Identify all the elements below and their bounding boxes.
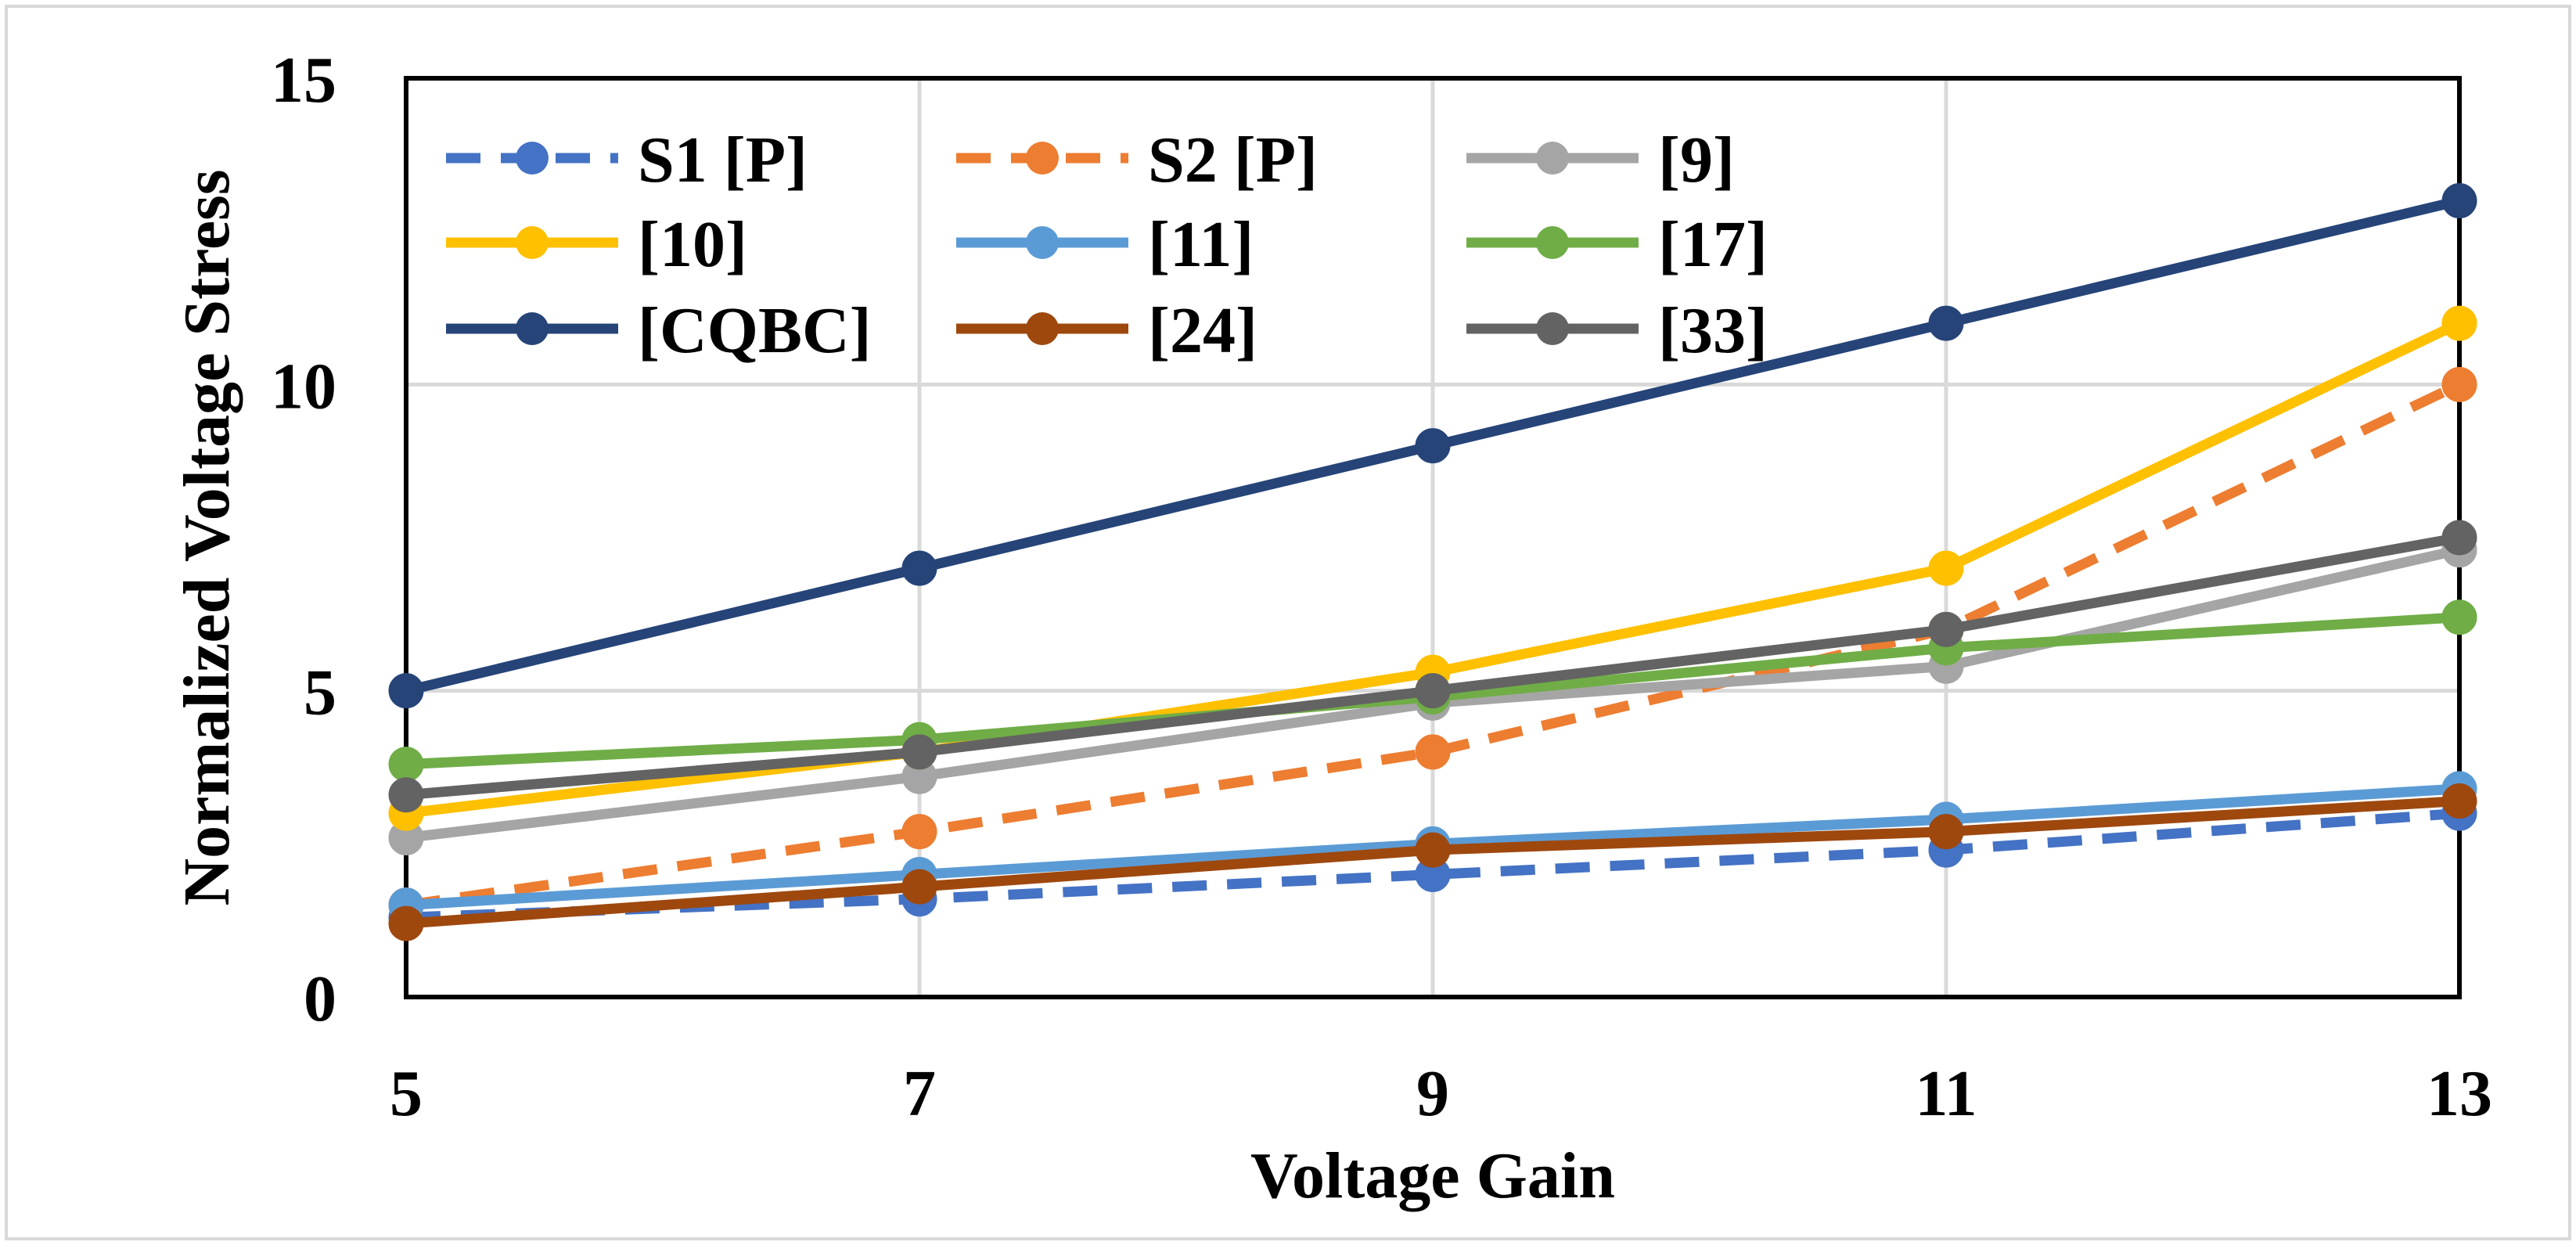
legend-label: [11] [1148, 208, 1254, 281]
data-point [1415, 673, 1451, 709]
y-tick-label: 0 [304, 963, 336, 1035]
data-point [2441, 366, 2477, 402]
legend-marker [1026, 142, 1059, 175]
data-point [2441, 183, 2477, 219]
y-axis-label: Normalized Voltage Stress [171, 169, 243, 905]
legend: S1 [P] S2 [P] [9] [10] [11] [17] [CQBC] [24] [33… [446, 124, 1768, 367]
legend-marker [1026, 312, 1059, 345]
series-line-s2-p [405, 380, 2462, 911]
series-24 [388, 783, 2477, 941]
x-tick-label: 7 [903, 1057, 936, 1130]
legend-item-17: [17] [1466, 208, 1768, 281]
x-tick-label: 13 [2427, 1057, 2492, 1130]
data-point [1415, 832, 1451, 868]
data-point [388, 905, 424, 941]
y-tick-label: 10 [271, 350, 336, 423]
data-point [1928, 814, 1964, 850]
series-cqbc [388, 183, 2477, 709]
data-point [1928, 305, 1964, 341]
legend-marker [1026, 226, 1059, 259]
data-point [1415, 428, 1451, 464]
data-point [1415, 734, 1451, 770]
legend-item-11: [11] [956, 208, 1254, 281]
data-point [2441, 520, 2477, 556]
legend-label: S2 [P] [1148, 124, 1318, 196]
y-tick-label: 15 [271, 44, 336, 117]
legend-item-cqbc: [CQBC] [446, 294, 872, 367]
legend-item-33: [33] [1466, 294, 1768, 367]
x-tick-label: 11 [1915, 1057, 1977, 1130]
data-point [388, 747, 424, 783]
legend-marker [1536, 312, 1569, 345]
data-point [2441, 305, 2477, 341]
legend-item-10: [10] [446, 208, 747, 281]
data-point [2441, 783, 2477, 819]
legend-label: [9] [1658, 124, 1735, 196]
x-tick-label: 5 [390, 1057, 423, 1130]
legend-marker [516, 312, 549, 345]
series-line-s1-p [405, 808, 2460, 923]
legend-label: [CQBC] [638, 294, 872, 367]
legend-label: S1 [P] [638, 124, 808, 196]
legend-item-24: [24] [956, 294, 1257, 367]
legend-label: [17] [1658, 208, 1768, 281]
data-point [1928, 550, 1964, 586]
data-point [388, 673, 424, 709]
legend-marker [516, 226, 549, 259]
data-point [1928, 611, 1964, 647]
legend-label: [24] [1148, 294, 1257, 367]
x-tick-label: 9 [1416, 1057, 1449, 1130]
legend-marker [1536, 226, 1569, 259]
legend-item-s2-p: S2 [P] [956, 124, 1318, 196]
data-point [901, 550, 937, 586]
x-axis-label: Voltage Gain [1250, 1139, 1615, 1212]
data-point [901, 734, 937, 770]
legend-marker [1536, 142, 1569, 175]
data-point [901, 869, 937, 905]
legend-item-s1-p: S1 [P] [446, 124, 808, 196]
data-point [388, 777, 424, 813]
legend-marker [516, 142, 549, 175]
y-tick-label: 5 [304, 657, 336, 729]
series-group [388, 183, 2477, 941]
data-point [2441, 599, 2477, 635]
legend-label: [10] [638, 208, 747, 281]
legend-label: [33] [1658, 294, 1768, 367]
legend-item-9: [9] [1466, 124, 1735, 196]
series-33 [388, 520, 2477, 813]
data-point [901, 814, 937, 850]
